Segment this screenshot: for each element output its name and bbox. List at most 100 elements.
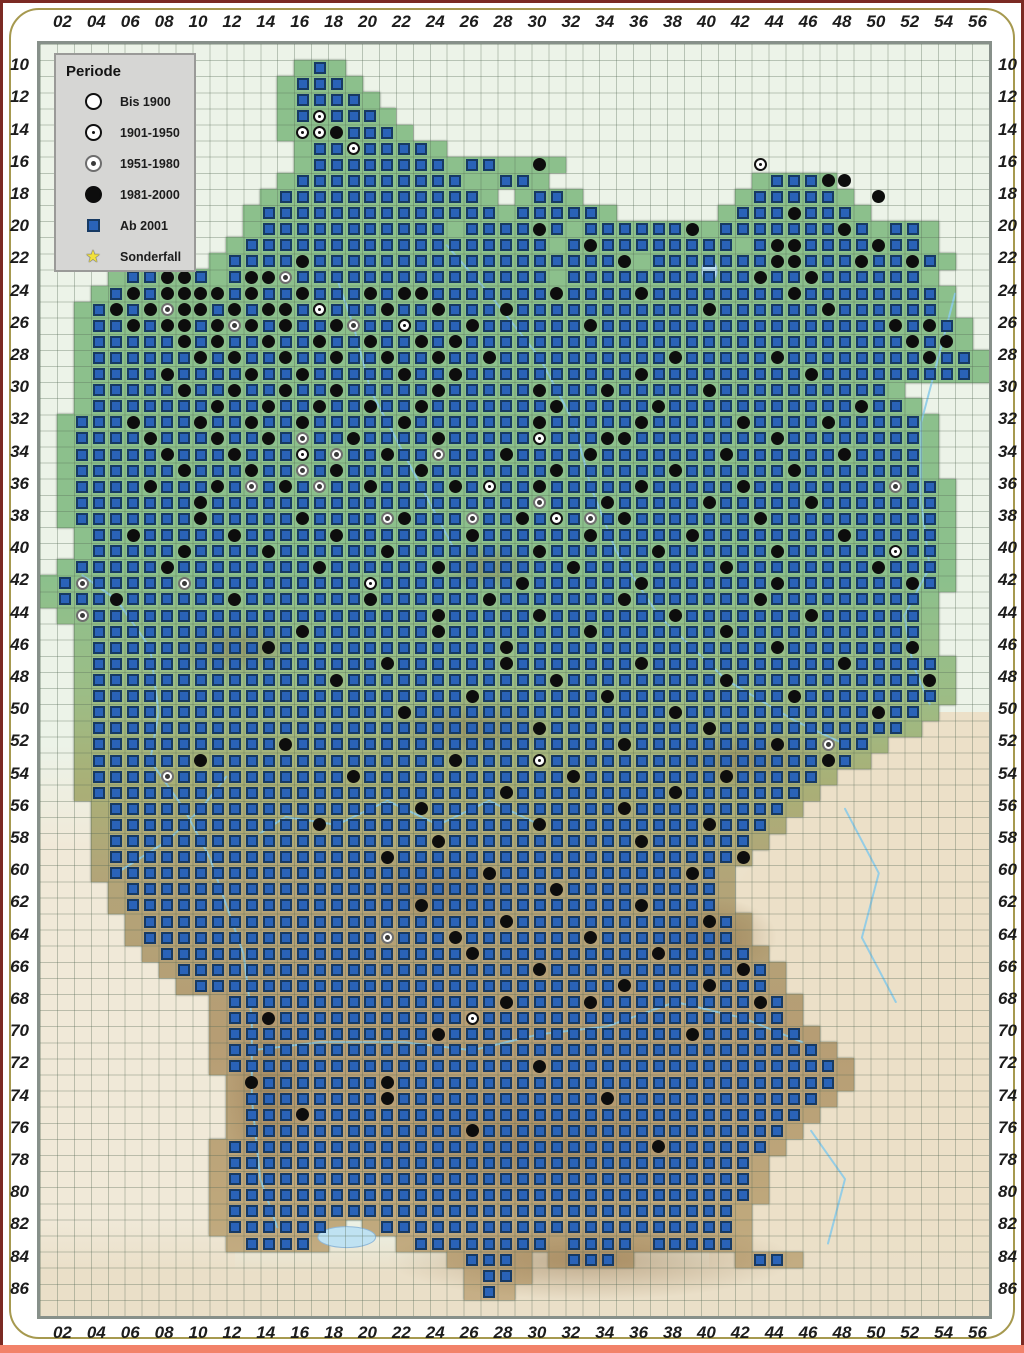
marker-ab2001-square bbox=[516, 722, 529, 735]
marker-ab2001-square bbox=[652, 802, 665, 815]
marker-ab2001-square bbox=[347, 190, 360, 203]
marker-ab2001-square bbox=[110, 754, 123, 767]
marker-ab2001-square bbox=[550, 368, 563, 381]
marker-ab2001-square bbox=[754, 223, 767, 236]
marker-ab2001-square bbox=[296, 319, 309, 332]
marker-ab2001-square bbox=[669, 577, 682, 590]
marker-ab2001-square bbox=[771, 207, 784, 220]
marker-ab2001-square bbox=[584, 577, 597, 590]
marker-ab2001-square bbox=[516, 174, 529, 187]
marker-ab2001-square bbox=[449, 899, 462, 912]
marker-ab2001-square bbox=[279, 207, 292, 220]
marker-ab2001-square bbox=[754, 368, 767, 381]
marker-ab2001-square bbox=[245, 690, 258, 703]
marker-ab2001-square bbox=[855, 577, 868, 590]
marker-ab2001-square bbox=[601, 239, 614, 252]
marker-ab2001-square bbox=[550, 1173, 563, 1186]
marker-ab2001-square bbox=[449, 1205, 462, 1218]
marker-ab2001-square bbox=[415, 512, 428, 525]
marker-ab2001-square bbox=[296, 1157, 309, 1170]
axis-bottom-label: 22 bbox=[391, 1323, 411, 1342]
marker-ab2001-square bbox=[550, 722, 563, 735]
marker-ab2001-square bbox=[381, 577, 394, 590]
marker-ab2001-square bbox=[296, 480, 309, 493]
marker-ab2001-square bbox=[500, 577, 513, 590]
marker-ab2001-square bbox=[245, 963, 258, 976]
marker-ab2001-square bbox=[533, 335, 546, 348]
marker-1981-2000-dot bbox=[380, 544, 394, 558]
marker-ab2001-square bbox=[228, 947, 241, 960]
marker-ab2001-square bbox=[245, 303, 258, 316]
marker-ab2001-square bbox=[228, 979, 241, 992]
marker-1981-2000-dot bbox=[567, 770, 581, 784]
marker-ab2001-square bbox=[838, 351, 851, 364]
axis-right-label: 44 bbox=[998, 602, 1017, 622]
marker-ab2001-square bbox=[127, 706, 140, 719]
marker-ab2001-square bbox=[567, 1189, 580, 1202]
axis-top-label: 42 bbox=[730, 12, 750, 31]
axis-bottom-label: 40 bbox=[696, 1323, 716, 1342]
axis-left-label: 74 bbox=[10, 1085, 29, 1105]
marker-ab2001-square bbox=[483, 416, 496, 429]
marker-ab2001-square bbox=[432, 883, 445, 896]
marker-ab2001-square bbox=[805, 770, 818, 783]
marker-ab2001-square bbox=[669, 400, 682, 413]
marker-ab2001-square bbox=[788, 1044, 801, 1057]
marker-1981-2000-dot bbox=[363, 287, 377, 301]
marker-ab2001-square bbox=[618, 577, 631, 590]
marker-ab2001-square bbox=[178, 480, 191, 493]
marker-1981-2000-dot bbox=[770, 254, 784, 268]
marker-1901-1950-ring bbox=[482, 480, 496, 494]
axis-top-label: 18 bbox=[324, 12, 344, 31]
marker-1981-2000-dot bbox=[923, 673, 937, 687]
marker-ab2001-square bbox=[669, 770, 682, 783]
marker-ab2001-square bbox=[178, 738, 191, 751]
marker-ab2001-square bbox=[771, 368, 784, 381]
marker-ab2001-square bbox=[432, 207, 445, 220]
marker-ab2001-square bbox=[144, 867, 157, 880]
axis-left-label: 16 bbox=[10, 151, 29, 171]
marker-ab2001-square bbox=[449, 271, 462, 284]
marker-ab2001-square bbox=[313, 1124, 326, 1137]
marker-ab2001-square bbox=[127, 722, 140, 735]
marker-ab2001-square bbox=[194, 802, 207, 815]
land-row bbox=[56, 446, 939, 464]
marker-ab2001-square bbox=[754, 1140, 767, 1153]
marker-ab2001-square bbox=[347, 963, 360, 976]
axis-right-label: 24 bbox=[998, 280, 1017, 300]
marker-ab2001-square bbox=[364, 690, 377, 703]
marker-ab2001-square bbox=[415, 207, 428, 220]
marker-ab2001-square bbox=[245, 722, 258, 735]
marker-ab2001-square bbox=[838, 641, 851, 654]
marker-ab2001-square bbox=[500, 545, 513, 558]
marker-ab2001-square bbox=[262, 1157, 275, 1170]
marker-ab2001-square bbox=[652, 351, 665, 364]
marker-ab2001-square bbox=[652, 384, 665, 397]
marker-ab2001-square bbox=[144, 335, 157, 348]
marker-ab2001-square bbox=[601, 1108, 614, 1121]
marker-1981-2000-dot bbox=[296, 254, 310, 268]
marker-ab2001-square bbox=[415, 1012, 428, 1025]
marker-ab2001-square bbox=[872, 448, 885, 461]
marker-ab2001-square bbox=[127, 883, 140, 896]
marker-ab2001-square bbox=[178, 529, 191, 542]
marker-ab2001-square bbox=[669, 448, 682, 461]
marker-ab2001-square bbox=[432, 915, 445, 928]
marker-ab2001-square bbox=[483, 1044, 496, 1057]
axis-left-label: 68 bbox=[10, 989, 29, 1009]
marker-1951-1980-ring bbox=[245, 480, 259, 494]
marker-ab2001-square bbox=[178, 915, 191, 928]
marker-ab2001-square bbox=[601, 883, 614, 896]
marker-ab2001-square bbox=[838, 335, 851, 348]
marker-1981-2000-dot bbox=[618, 431, 632, 445]
marker-ab2001-square bbox=[330, 1173, 343, 1186]
marker-ab2001-square bbox=[228, 1044, 241, 1057]
marker-ab2001-square bbox=[211, 593, 224, 606]
marker-ab2001-square bbox=[838, 512, 851, 525]
marker-ab2001-square bbox=[533, 657, 546, 670]
marker-ab2001-square bbox=[483, 1108, 496, 1121]
marker-1951-1980-ring bbox=[347, 319, 360, 333]
marker-ab2001-square bbox=[449, 963, 462, 976]
marker-ab2001-square bbox=[516, 1108, 529, 1121]
